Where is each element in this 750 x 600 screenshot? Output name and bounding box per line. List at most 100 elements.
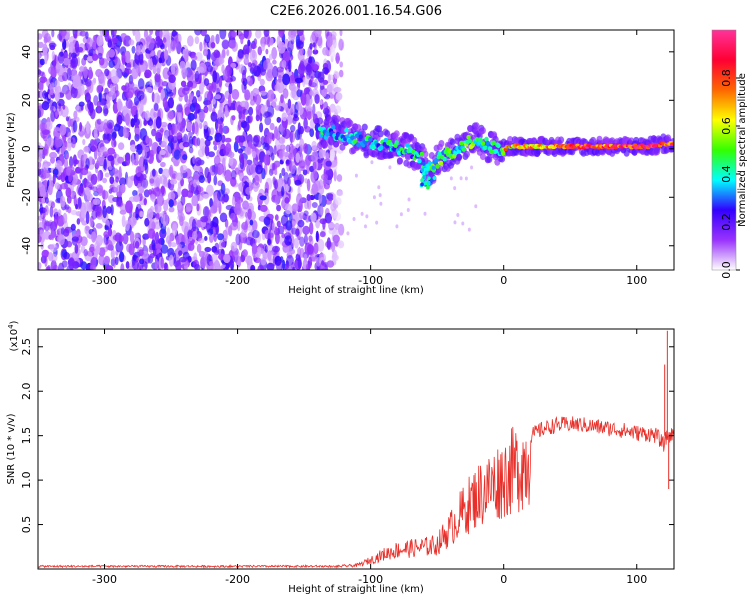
- noise-speckle: [149, 108, 156, 120]
- noise-speckle: [159, 127, 164, 133]
- noise-speckle: [198, 250, 205, 258]
- spectrogram-frame: [37, 29, 675, 271]
- ridge-mark: [489, 149, 494, 155]
- noise-speckle: [274, 214, 279, 221]
- noise-speckle: [96, 85, 102, 94]
- noise-speckle: [230, 169, 237, 180]
- ridge-halo: [347, 119, 354, 127]
- noise-speckle: [105, 239, 113, 251]
- noise-speckle: [326, 260, 335, 268]
- noise-speckle: [312, 161, 317, 170]
- noise-speckle: [58, 262, 65, 270]
- noise-speckle: [85, 225, 90, 232]
- noise-speckle: [60, 30, 67, 37]
- noise-speckle: [144, 110, 151, 121]
- noise-speckle: [198, 237, 205, 244]
- noise-speckle: [133, 195, 141, 203]
- noise-speckle: [91, 231, 97, 243]
- snr-y-tick-label: 2.5: [20, 338, 33, 356]
- noise-speckle: [286, 255, 294, 266]
- noise-speckle: [332, 193, 337, 201]
- ridge-mark: [478, 137, 483, 143]
- noise-speckle: [230, 76, 237, 82]
- noise-speckle: [151, 244, 156, 251]
- noise-speckle: [209, 260, 214, 267]
- noise-speckle: [131, 45, 136, 54]
- noise-speckle: [103, 135, 111, 144]
- noise-speckle: [331, 241, 336, 253]
- noise-speckle: [268, 168, 274, 176]
- noise-speckle: [326, 237, 331, 250]
- spectrogram-y-tick-label: 20: [20, 93, 33, 107]
- noise-speckle: [139, 58, 144, 66]
- noise-speckle: [57, 209, 62, 217]
- noise-speckle: [39, 229, 44, 237]
- noise-speckle: [407, 197, 411, 202]
- noise-speckle: [139, 210, 144, 218]
- noise-speckle: [214, 94, 222, 100]
- noise-speckle: [406, 207, 410, 212]
- ridge-mark: [438, 160, 444, 166]
- noise-speckle: [250, 63, 257, 73]
- noise-speckle: [221, 134, 226, 143]
- noise-speckle: [134, 144, 143, 150]
- noise-speckle: [318, 149, 326, 159]
- noise-speckle: [312, 49, 319, 55]
- noise-speckle: [453, 220, 457, 225]
- noise-speckle: [92, 35, 97, 48]
- noise-speckle: [128, 243, 135, 256]
- noise-speckle: [199, 41, 203, 52]
- noise-speckle: [190, 183, 199, 194]
- noise-speckle: [309, 128, 315, 138]
- spectrogram-y-tick-label: -20: [20, 188, 33, 206]
- noise-speckle: [77, 196, 82, 209]
- noise-speckle: [150, 50, 155, 57]
- noise-speckle: [249, 163, 257, 175]
- ridge-mark: [671, 142, 674, 146]
- noise-speckle: [173, 160, 180, 167]
- noise-speckle: [320, 205, 324, 216]
- noise-speckle: [168, 254, 174, 267]
- noise-speckle: [135, 30, 141, 43]
- ridge-mark: [405, 143, 410, 148]
- noise-speckle: [121, 233, 129, 244]
- noise-speckle: [245, 186, 252, 195]
- colorbar: 0.0 0.2 0.4 0.6 0.8 Normalized spectral ampl…: [711, 29, 748, 279]
- noise-speckle: [242, 108, 250, 115]
- noise-speckle: [73, 194, 77, 207]
- noise-speckle: [252, 230, 260, 239]
- ridge-mark: [437, 151, 443, 157]
- noise-speckle: [218, 57, 225, 65]
- noise-speckle: [148, 119, 153, 126]
- ridge-mark: [466, 134, 471, 140]
- noise-speckle: [179, 256, 187, 263]
- noise-speckle: [306, 244, 314, 255]
- noise-speckle: [123, 72, 128, 79]
- noise-speckle: [284, 203, 293, 215]
- noise-speckle: [274, 169, 278, 176]
- noise-speckle: [154, 221, 162, 230]
- spectrogram-y-label: Frequency (Hz): [6, 112, 17, 188]
- noise-speckle: [41, 218, 47, 230]
- noise-speckle: [339, 61, 344, 68]
- noise-speckle: [315, 219, 320, 229]
- noise-speckle: [239, 172, 244, 179]
- noise-speckle: [108, 91, 117, 101]
- noise-speckle: [104, 225, 109, 231]
- noise-speckle: [277, 225, 285, 235]
- ridge-mark: [344, 127, 349, 133]
- noise-speckle: [326, 84, 333, 93]
- noise-speckle: [299, 236, 305, 247]
- noise-speckle: [39, 76, 48, 83]
- noise-speckle: [209, 234, 214, 243]
- noise-speckle: [253, 174, 260, 186]
- noise-speckle: [145, 135, 150, 144]
- noise-speckle: [281, 59, 287, 69]
- noise-speckle: [311, 151, 319, 163]
- noise-speckle: [85, 211, 90, 225]
- noise-speckle: [110, 128, 117, 141]
- noise-speckle: [298, 160, 306, 169]
- noise-speckle: [44, 54, 48, 65]
